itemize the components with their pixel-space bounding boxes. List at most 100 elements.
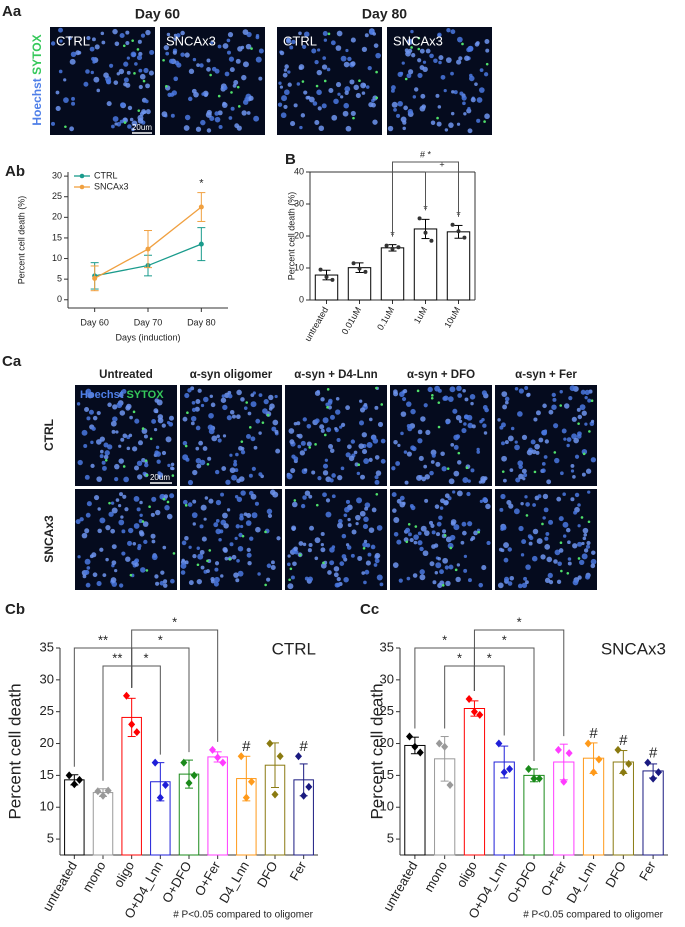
nucleus	[241, 110, 247, 116]
nucleus	[548, 580, 554, 585]
bar	[413, 228, 438, 301]
nucleus	[67, 35, 72, 40]
nucleus	[137, 114, 144, 121]
nucleus	[229, 467, 236, 474]
nucleus	[525, 564, 531, 570]
nucleus	[192, 554, 197, 559]
nucleus	[339, 561, 345, 567]
dead-cell	[145, 473, 149, 477]
nucleus	[96, 88, 101, 93]
nucleus	[84, 558, 91, 565]
nucleus	[410, 408, 416, 415]
nucleus	[118, 519, 125, 526]
nucleus	[448, 564, 454, 570]
nucleus	[115, 498, 120, 502]
x-tick-label: untreated	[39, 859, 79, 914]
significance: #	[649, 745, 658, 762]
nucleus	[283, 68, 288, 72]
nucleus	[350, 439, 356, 444]
dead-cell	[132, 410, 136, 414]
nucleus	[55, 90, 60, 95]
nucleus	[276, 536, 281, 541]
dead-cell	[162, 497, 166, 501]
nucleus	[420, 416, 426, 422]
nucleus	[148, 70, 154, 76]
replicate-point	[190, 771, 198, 780]
nucleus	[412, 573, 418, 578]
nucleus	[568, 396, 573, 401]
nucleus	[587, 398, 592, 403]
nucleus	[227, 393, 233, 399]
dead-cell	[327, 32, 331, 36]
chart-title: SNCAx3	[601, 639, 666, 658]
nucleus	[576, 407, 581, 412]
x-tick-label: untreated	[303, 305, 331, 343]
nucleus	[191, 407, 197, 413]
nucleus	[155, 509, 161, 516]
nucleus	[453, 90, 458, 95]
nucleus	[329, 547, 335, 553]
nucleus	[500, 548, 505, 553]
nucleus	[208, 412, 214, 419]
nucleus	[440, 74, 446, 80]
nucleus	[501, 441, 505, 446]
x-tick-label: Day 80	[187, 317, 216, 327]
nucleus	[194, 406, 200, 412]
legend-marker	[79, 184, 85, 190]
scale-bar-label: 20um	[132, 123, 152, 132]
nucleus	[246, 547, 251, 553]
y-tick-label: 30	[52, 170, 62, 180]
replicate-point	[300, 791, 308, 800]
nucleus	[339, 425, 343, 429]
nucleus	[417, 531, 422, 536]
nucleus	[190, 415, 197, 422]
nucleus	[169, 493, 175, 499]
nucleus	[450, 29, 456, 35]
nucleus	[393, 391, 399, 397]
nucleus	[543, 507, 549, 513]
nucleus	[86, 566, 91, 570]
nucleus	[361, 91, 366, 95]
nucleus	[429, 53, 434, 59]
nucleus	[521, 539, 527, 545]
nucleus	[284, 89, 290, 96]
y-tick-label: 20	[294, 230, 304, 240]
replicate-point	[456, 229, 461, 234]
nucleus	[161, 111, 168, 118]
significance: #	[589, 725, 598, 742]
nucleus	[580, 389, 586, 395]
nucleus	[240, 490, 246, 496]
nucleus	[452, 408, 458, 414]
dead-cell	[186, 411, 189, 415]
nucleus	[463, 568, 468, 573]
nucleus	[590, 419, 595, 423]
nucleus	[484, 407, 489, 413]
x-tick-label: oligo	[453, 859, 480, 890]
nucleus	[344, 90, 349, 95]
nucleus	[240, 397, 245, 402]
nucleus	[317, 476, 322, 481]
nucleus	[159, 580, 165, 586]
nucleus	[436, 532, 441, 537]
nucleus	[119, 492, 124, 497]
nucleus	[458, 56, 463, 61]
nucleus	[345, 499, 351, 504]
nucleus	[91, 56, 96, 62]
nucleus	[337, 92, 341, 96]
dead-cell	[375, 386, 378, 390]
nucleus	[226, 50, 231, 55]
nucleus	[402, 388, 408, 394]
dead-cell	[375, 70, 378, 74]
nucleus	[403, 450, 408, 454]
nucleus	[476, 447, 480, 452]
nucleus	[407, 108, 413, 115]
panel-label: B	[285, 151, 296, 168]
nucleus	[345, 48, 349, 53]
nucleus	[195, 457, 202, 464]
nucleus	[167, 92, 172, 98]
dead-cell	[144, 459, 148, 462]
nucleus	[246, 111, 251, 115]
replicate-point	[266, 739, 274, 748]
nucleus	[450, 71, 454, 76]
